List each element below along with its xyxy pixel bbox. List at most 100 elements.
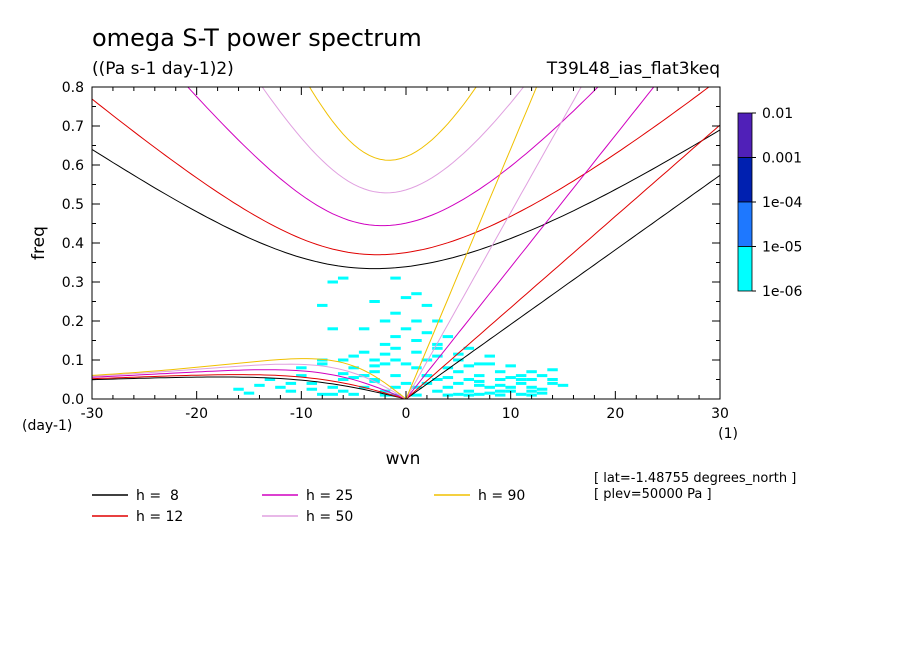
power-cell <box>243 391 255 395</box>
axis-ticks: -30 -20 -10 0 10 20 30 0.0 0.1 0.2 0.3 0.4 0.5 0.6 0.7… <box>62 80 729 422</box>
power-cell <box>337 378 349 381</box>
power-cell <box>296 366 307 370</box>
dispersion-curve-h90 <box>92 358 407 399</box>
legend-label: h = 8 <box>136 488 179 504</box>
power-cell <box>515 378 527 381</box>
power-cell <box>296 374 307 378</box>
power-cell <box>348 366 359 370</box>
y-tick-label: 0.1 <box>62 353 84 369</box>
power-cell <box>379 342 391 346</box>
power-cell <box>390 385 401 389</box>
colorbar-segment <box>737 157 753 203</box>
power-cell <box>390 335 401 339</box>
x-tick-label: -10 <box>290 406 313 422</box>
power-cell <box>369 364 380 368</box>
power-cell <box>379 352 391 356</box>
legend-label: h = 90 <box>478 488 525 504</box>
power-cell <box>453 370 464 374</box>
power-cell <box>327 280 338 284</box>
power-cell <box>275 385 286 389</box>
power-cell <box>358 350 370 354</box>
colorbar-segment <box>737 201 753 247</box>
dispersion-curve-h50 <box>92 363 407 399</box>
power-cell <box>411 292 422 296</box>
power-cell <box>285 389 297 393</box>
power-cell <box>390 358 401 362</box>
y-tick-label: 0.4 <box>62 236 84 252</box>
y-tick-label: 0.6 <box>62 158 84 174</box>
power-cell <box>432 342 443 346</box>
info-lat: [ lat=-1.48755 degrees_north ] <box>594 471 796 486</box>
power-cell <box>254 383 265 387</box>
colorbar-label: 0.01 <box>762 106 793 122</box>
power-cell <box>536 391 548 395</box>
power-cell <box>369 300 380 303</box>
power-cell <box>432 354 443 358</box>
power-cell <box>411 385 422 389</box>
power-cell <box>432 389 443 393</box>
dispersion-curve-h8 <box>92 376 407 399</box>
power-cell <box>453 392 464 396</box>
power-cell <box>547 368 558 372</box>
power-cell <box>348 354 359 358</box>
power-cell <box>337 372 349 376</box>
power-cell <box>411 393 422 397</box>
power-cell <box>264 378 276 381</box>
dispersion-curve-h90 <box>405 87 538 399</box>
chart-subtitle: ((Pa s-1 day-1)2) <box>92 59 234 79</box>
power-cell <box>453 381 464 385</box>
dispersion-curves <box>92 87 720 399</box>
colorbar-label: 1e-04 <box>762 195 802 211</box>
y-axis-label: freq <box>29 226 49 260</box>
power-cell <box>484 391 495 395</box>
y-tick-label: 0.0 <box>62 392 84 408</box>
power-cell <box>536 387 548 391</box>
power-cell <box>494 378 506 381</box>
power-cell <box>557 383 569 387</box>
power-cell <box>484 354 495 358</box>
power-cell <box>515 374 527 378</box>
legend-label: h = 12 <box>136 509 183 525</box>
x-tick-label: 30 <box>711 406 729 422</box>
power-cell <box>411 366 422 370</box>
power-cell <box>494 370 506 374</box>
power-cell <box>494 383 506 387</box>
power-cell <box>369 358 380 362</box>
power-cell <box>474 392 485 396</box>
power-cell <box>421 331 433 335</box>
power-cell <box>400 327 412 331</box>
power-cell <box>327 385 338 389</box>
power-cell <box>369 378 380 381</box>
power-cell <box>285 381 297 385</box>
power-cell <box>432 378 443 381</box>
legend-label: h = 50 <box>306 509 353 525</box>
dispersion-curve-h25 <box>92 369 407 399</box>
dispersion-curve-h90 <box>309 87 477 161</box>
dispersion-curve-h12 <box>92 87 710 256</box>
y-tick-label: 0.5 <box>62 197 84 213</box>
power-cell <box>526 378 537 381</box>
power-cell <box>484 362 495 366</box>
power-cell <box>474 379 485 383</box>
power-cell <box>474 362 485 366</box>
dispersion-curve-h8 <box>92 129 720 270</box>
power-cell <box>348 392 359 396</box>
power-cell <box>390 311 401 315</box>
power-cell <box>306 381 318 385</box>
power-cell <box>463 389 475 393</box>
power-cell <box>463 378 475 381</box>
power-cell <box>337 358 349 362</box>
power-cell <box>379 389 391 393</box>
power-cell <box>547 378 558 381</box>
x-tick-label: -30 <box>81 406 104 422</box>
power-cell <box>358 374 370 378</box>
power-cell <box>432 346 443 350</box>
colorbar-label: 1e-06 <box>762 284 802 300</box>
power-cell <box>369 370 380 374</box>
power-cell <box>390 346 401 350</box>
info-plev: [ plev=50000 Pa ] <box>594 487 712 502</box>
power-cell <box>306 387 318 391</box>
power-cell <box>411 350 422 354</box>
power-cell <box>463 346 475 350</box>
power-cell <box>442 366 454 370</box>
